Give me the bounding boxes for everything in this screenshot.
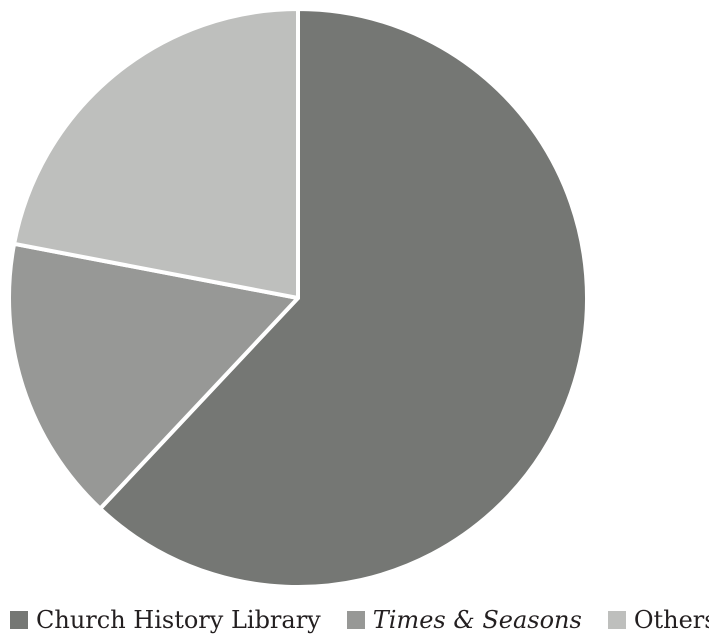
legend-swatch [346,611,365,629]
legend-item-times-and-seasons: Times & Seasons [346,606,582,634]
pie-chart [7,7,589,589]
pie-slice-others [12,7,300,300]
legend: Church History Library Times & Seasons O… [10,605,709,635]
pie-slice-times-seasons [7,241,300,511]
legend-item-church-history-library: Church History Library [10,608,321,632]
legend-item-others: Others [607,606,709,634]
legend-swatch [10,611,28,629]
legend-label: Others [633,606,709,634]
legend-label: Church History Library [36,606,321,634]
legend-label: Times & Seasons [372,606,582,634]
pie-slice-church-history-library [98,7,589,589]
legend-swatch [607,611,626,629]
